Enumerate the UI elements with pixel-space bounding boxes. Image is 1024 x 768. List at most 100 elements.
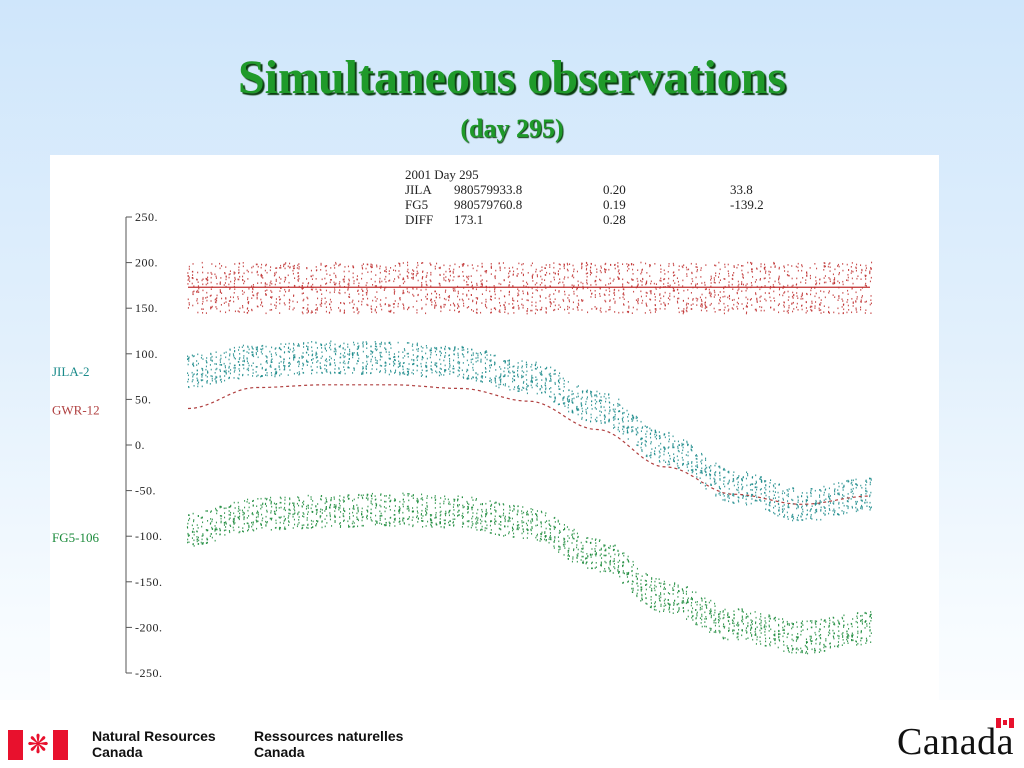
data-point bbox=[609, 308, 611, 311]
data-point bbox=[851, 262, 853, 264]
info-cell: 0.19 bbox=[603, 197, 626, 212]
data-point bbox=[585, 390, 587, 393]
data-point bbox=[205, 365, 207, 368]
data-point bbox=[330, 503, 332, 506]
data-point bbox=[202, 283, 204, 286]
data-point bbox=[292, 350, 294, 353]
data-point bbox=[820, 290, 822, 292]
data-point bbox=[466, 293, 468, 296]
data-point bbox=[536, 274, 538, 276]
data-point bbox=[402, 365, 404, 367]
data-point bbox=[719, 465, 721, 468]
data-point bbox=[233, 273, 235, 275]
data-point bbox=[550, 366, 552, 369]
data-point bbox=[352, 515, 354, 517]
data-point bbox=[732, 288, 734, 290]
data-point bbox=[724, 278, 726, 280]
data-point bbox=[320, 299, 322, 302]
data-point bbox=[774, 266, 776, 268]
data-point bbox=[311, 311, 313, 313]
data-point bbox=[526, 383, 528, 385]
data-point bbox=[609, 277, 611, 280]
data-point bbox=[372, 284, 374, 286]
data-point bbox=[293, 356, 295, 358]
data-point bbox=[500, 383, 502, 386]
data-point bbox=[229, 372, 231, 375]
data-point bbox=[750, 261, 752, 264]
data-point bbox=[553, 266, 555, 269]
data-point bbox=[562, 377, 564, 380]
data-point bbox=[375, 502, 377, 505]
data-point bbox=[819, 494, 821, 496]
data-point bbox=[215, 533, 217, 535]
data-point bbox=[228, 365, 230, 368]
data-point bbox=[367, 509, 369, 512]
data-point bbox=[361, 277, 363, 280]
data-point bbox=[321, 520, 323, 522]
data-point bbox=[645, 304, 647, 306]
data-point bbox=[257, 265, 259, 268]
data-point bbox=[260, 504, 262, 506]
data-point bbox=[330, 497, 332, 499]
data-point bbox=[210, 271, 212, 274]
data-point bbox=[571, 287, 573, 289]
data-point bbox=[458, 305, 460, 308]
data-point bbox=[266, 362, 268, 364]
data-point bbox=[379, 277, 381, 280]
data-point bbox=[493, 354, 495, 357]
data-point bbox=[196, 373, 198, 375]
data-point bbox=[729, 297, 731, 300]
data-point bbox=[342, 513, 344, 515]
data-point bbox=[298, 521, 300, 524]
data-point bbox=[856, 311, 858, 313]
data-point bbox=[221, 292, 223, 294]
data-point bbox=[527, 272, 529, 274]
data-point bbox=[742, 476, 744, 479]
data-point bbox=[513, 388, 515, 391]
data-point bbox=[633, 417, 635, 419]
data-point bbox=[765, 494, 767, 497]
data-point bbox=[316, 509, 318, 512]
data-point bbox=[810, 515, 812, 518]
data-point bbox=[264, 269, 266, 272]
data-point bbox=[436, 292, 438, 295]
data-point bbox=[490, 311, 492, 314]
data-point bbox=[676, 455, 678, 458]
data-point bbox=[275, 271, 277, 274]
data-point bbox=[792, 513, 794, 516]
data-point bbox=[275, 526, 277, 529]
data-point bbox=[599, 309, 601, 312]
data-point bbox=[191, 531, 193, 533]
data-point bbox=[842, 283, 844, 286]
data-point bbox=[869, 481, 871, 484]
data-point bbox=[325, 310, 327, 313]
data-point bbox=[251, 285, 253, 287]
data-point bbox=[284, 496, 286, 499]
data-point bbox=[243, 512, 245, 515]
data-point bbox=[788, 488, 790, 490]
data-point bbox=[362, 366, 364, 368]
data-point bbox=[513, 299, 515, 302]
data-point bbox=[292, 502, 294, 504]
data-point bbox=[704, 470, 706, 472]
data-point bbox=[265, 520, 267, 523]
data-point bbox=[701, 462, 703, 465]
data-point bbox=[196, 540, 198, 543]
data-point bbox=[573, 290, 575, 293]
data-point bbox=[723, 476, 725, 479]
data-point bbox=[357, 518, 359, 520]
data-point bbox=[801, 294, 803, 297]
data-point bbox=[870, 477, 872, 480]
data-point bbox=[530, 380, 532, 382]
data-point bbox=[399, 297, 401, 299]
data-point bbox=[787, 495, 789, 498]
data-point bbox=[397, 355, 399, 358]
data-point bbox=[558, 393, 560, 395]
data-point bbox=[416, 369, 418, 372]
data-point bbox=[733, 265, 735, 267]
data-point bbox=[727, 496, 729, 498]
data-point bbox=[865, 278, 867, 280]
data-point bbox=[664, 304, 666, 307]
data-point bbox=[558, 290, 560, 292]
data-point bbox=[870, 276, 872, 279]
